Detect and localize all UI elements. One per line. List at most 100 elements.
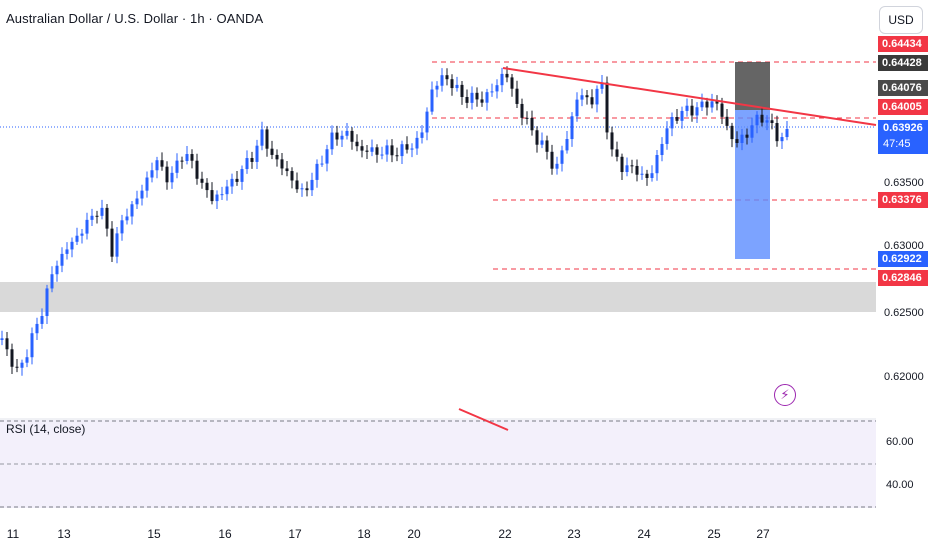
candle-body — [25, 357, 29, 363]
candle-body — [65, 249, 69, 254]
candle-body — [620, 156, 624, 173]
candle-body — [300, 188, 304, 190]
candle-body — [250, 158, 254, 162]
time-axis-label: 27 — [756, 527, 770, 541]
candle-body — [20, 362, 24, 368]
candle-body — [680, 110, 684, 121]
candle-body — [755, 114, 759, 126]
candle-body — [390, 145, 394, 156]
candle-body — [555, 163, 559, 169]
candle-body — [505, 73, 509, 78]
candle-body — [365, 150, 369, 152]
candle-body — [335, 132, 339, 140]
candle-body — [75, 235, 79, 242]
candle-body — [150, 170, 154, 178]
candle-body — [670, 117, 674, 129]
time-axis-label: 24 — [637, 527, 651, 541]
candle-body — [255, 145, 259, 162]
stop-zone-box[interactable] — [735, 62, 770, 110]
candle-body — [170, 172, 174, 183]
candle-body — [110, 228, 114, 257]
candle-body — [10, 349, 14, 367]
candle-body — [40, 316, 44, 324]
candle-body — [705, 101, 709, 108]
candle-body — [435, 85, 439, 90]
currency-selector[interactable]: USD — [879, 6, 923, 34]
candle-body — [750, 125, 754, 138]
candle-body — [60, 253, 64, 266]
time-axis-label: 20 — [407, 527, 421, 541]
candle-body — [530, 118, 534, 131]
time-axis-label: 13 — [57, 527, 71, 541]
rsi-axis-label: 40.00 — [886, 479, 914, 491]
candle-body — [245, 158, 249, 170]
candle-body — [765, 120, 769, 123]
candle-body — [385, 145, 389, 155]
candle-body — [280, 159, 284, 169]
candle-body — [310, 179, 314, 191]
rsi-line — [458, 408, 509, 431]
price-tag-top: 0.64434 — [878, 36, 928, 52]
lightning-icon[interactable]: ⚡︎ — [774, 384, 796, 406]
candle-body — [575, 99, 579, 117]
candle-body — [470, 92, 474, 103]
candle-body — [85, 219, 89, 234]
candle-body — [230, 178, 234, 187]
candle-body — [565, 139, 569, 151]
candle-body — [175, 160, 179, 173]
candle-body — [645, 173, 649, 178]
candle-body — [535, 130, 539, 145]
candle-body — [180, 160, 184, 162]
candle-body — [305, 188, 309, 191]
candle-body — [695, 107, 699, 116]
candle-body — [185, 154, 189, 161]
candle-body — [195, 160, 199, 179]
candle-body — [545, 140, 549, 152]
candle-body — [700, 101, 704, 108]
candle-body — [515, 88, 519, 104]
candle-body — [780, 137, 784, 142]
candle-body — [685, 105, 689, 111]
candle-body — [355, 141, 359, 147]
candle-body — [45, 288, 49, 317]
candle-body — [675, 117, 679, 121]
candle-body — [720, 103, 724, 117]
candle-body — [735, 139, 739, 144]
candle-body — [775, 123, 779, 142]
candle-body — [540, 140, 544, 145]
candle-body — [525, 117, 529, 119]
price-axis-label: 0.63500 — [884, 177, 924, 189]
candle-body — [605, 82, 609, 133]
candle-body — [400, 144, 404, 157]
candle-body — [345, 130, 349, 136]
candle-body — [155, 160, 159, 171]
symbol-title[interactable]: Australian Dollar / U.S. Dollar · 1h · O… — [6, 11, 264, 26]
candle-body — [460, 84, 464, 98]
time-axis-label: 25 — [707, 527, 721, 541]
candle-body — [140, 190, 144, 199]
time-axis-label: 11 — [6, 527, 20, 541]
time-axis-label: 17 — [288, 527, 302, 541]
trendline[interactable] — [502, 67, 877, 126]
candle-body — [295, 180, 299, 190]
candle-body — [240, 169, 244, 182]
candle-body — [745, 134, 749, 138]
candle-body — [715, 101, 719, 104]
candle-body — [590, 97, 594, 105]
current-price-tag: 0.63926 47:45 — [878, 120, 928, 154]
candle-body — [70, 241, 74, 250]
candle-body — [160, 160, 164, 167]
rsi-indicator-label[interactable]: RSI (14, close) — [6, 422, 86, 436]
candle-body — [120, 220, 124, 234]
candle-body — [785, 128, 789, 138]
candle-body — [125, 216, 129, 221]
price-tag-mid: 0.64076 — [878, 80, 928, 96]
candle-body — [30, 333, 34, 358]
candle-body — [600, 82, 604, 89]
candle-body — [520, 103, 524, 118]
candle-body — [710, 101, 714, 108]
candle-body — [210, 190, 214, 202]
candle-body — [200, 178, 204, 183]
candle-body — [660, 143, 664, 156]
